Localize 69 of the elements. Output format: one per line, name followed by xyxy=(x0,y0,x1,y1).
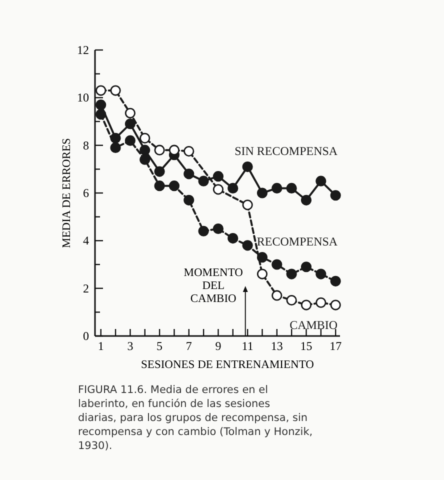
point xyxy=(140,144,150,156)
point xyxy=(154,180,165,192)
y-tick-label: 4 xyxy=(83,234,89,248)
point xyxy=(228,182,238,194)
point xyxy=(184,194,194,206)
series-label: RECOMPENSA xyxy=(256,234,338,248)
point xyxy=(330,300,341,310)
point xyxy=(96,100,106,110)
point xyxy=(272,290,282,301)
y-tick-label: 6 xyxy=(83,186,89,200)
point xyxy=(184,168,194,180)
point xyxy=(168,144,180,156)
point xyxy=(154,144,165,156)
point xyxy=(212,223,224,234)
point xyxy=(316,297,326,308)
point xyxy=(198,176,209,186)
annotation: MOMENTO DEL CAMBIO xyxy=(184,266,243,305)
point xyxy=(212,184,224,195)
x-tick-label: 3 xyxy=(127,339,134,353)
y-tick-label: 12 xyxy=(77,43,89,57)
point xyxy=(110,85,121,96)
x-tick-label: 9 xyxy=(215,339,222,353)
point xyxy=(124,118,136,130)
point xyxy=(168,180,180,192)
x-tick-label: 13 xyxy=(270,339,283,353)
point xyxy=(330,190,341,201)
point xyxy=(110,142,121,154)
point xyxy=(256,188,268,198)
x-tick-label: 17 xyxy=(330,339,342,353)
point xyxy=(198,226,209,236)
point xyxy=(272,182,282,194)
text: FIGURA 11.6. Media de errores en el laberinto, en función de las sesiones diarias, para los grupos de recompensa, sin recompensa y con cambio (Tolman y Honzik, 1930). xyxy=(78,384,313,452)
point xyxy=(140,154,150,165)
y-tick-label: 10 xyxy=(77,90,89,105)
point xyxy=(96,85,106,96)
point xyxy=(286,268,297,280)
point xyxy=(256,268,268,280)
x-axis-title: SESIONES DE ENTRENAMIENTO xyxy=(141,359,314,371)
point xyxy=(300,300,312,310)
point xyxy=(96,109,106,120)
point xyxy=(228,232,238,244)
point xyxy=(286,294,297,306)
y-tick-label: 8 xyxy=(83,138,89,152)
point xyxy=(124,135,136,146)
point xyxy=(300,262,312,272)
point xyxy=(140,132,150,144)
x-tick-label: 5 xyxy=(156,339,163,353)
point xyxy=(184,146,194,157)
point xyxy=(316,176,326,186)
point xyxy=(286,182,297,194)
series-label: CAMBIO xyxy=(290,318,338,332)
x-tick-label: 11 xyxy=(242,339,254,353)
y-axis-title: MEDIA DE ERRORES xyxy=(61,138,73,248)
point xyxy=(272,259,282,270)
point xyxy=(212,171,224,182)
y-tick-label: 0 xyxy=(83,329,89,343)
x-tick-label: 7 xyxy=(186,339,192,353)
point xyxy=(300,194,312,206)
point xyxy=(124,108,136,118)
series-label: SIN RECOMPENSA xyxy=(234,144,338,158)
point xyxy=(242,161,253,172)
x-tick-label: 1 xyxy=(98,339,104,353)
point xyxy=(242,240,253,251)
point xyxy=(330,276,341,286)
point xyxy=(154,166,165,177)
y-tick-label: 2 xyxy=(83,281,89,296)
x-tick-label: 15 xyxy=(300,339,312,353)
point xyxy=(316,268,326,280)
point xyxy=(242,200,253,210)
